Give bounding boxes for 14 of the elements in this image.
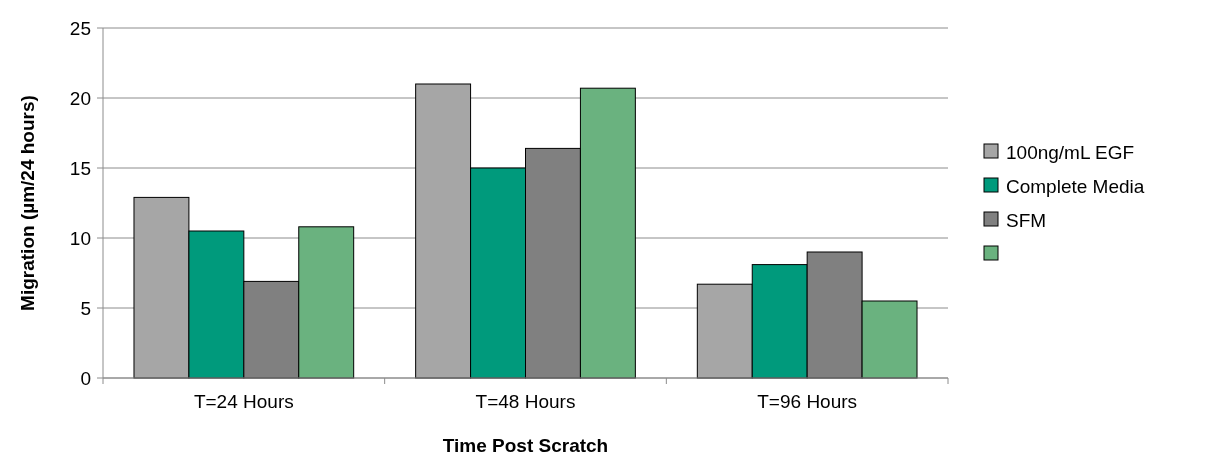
legend-label: Complete Media — [1006, 175, 1145, 197]
x-tick-label: T=48 Hours — [475, 391, 576, 412]
x-tick-label: T=24 Hours — [193, 391, 294, 412]
y-tick-label: 10 — [69, 227, 91, 249]
x-axis-title: Time Post Scratch — [442, 435, 609, 456]
y-tick-label: 15 — [69, 157, 91, 179]
y-tick-label: 5 — [80, 297, 91, 319]
y-tick-label: 20 — [69, 87, 91, 109]
legend-label: SFM — [1006, 209, 1047, 231]
legend-label: 100ng/mL EGF — [1006, 141, 1135, 163]
x-tick-label: T=96 Hours — [757, 391, 858, 412]
y-tick-label: 0 — [80, 367, 91, 389]
y-axis-title: Migration (µm/24 hours) — [17, 95, 38, 311]
y-tick-label: 25 — [69, 17, 91, 39]
